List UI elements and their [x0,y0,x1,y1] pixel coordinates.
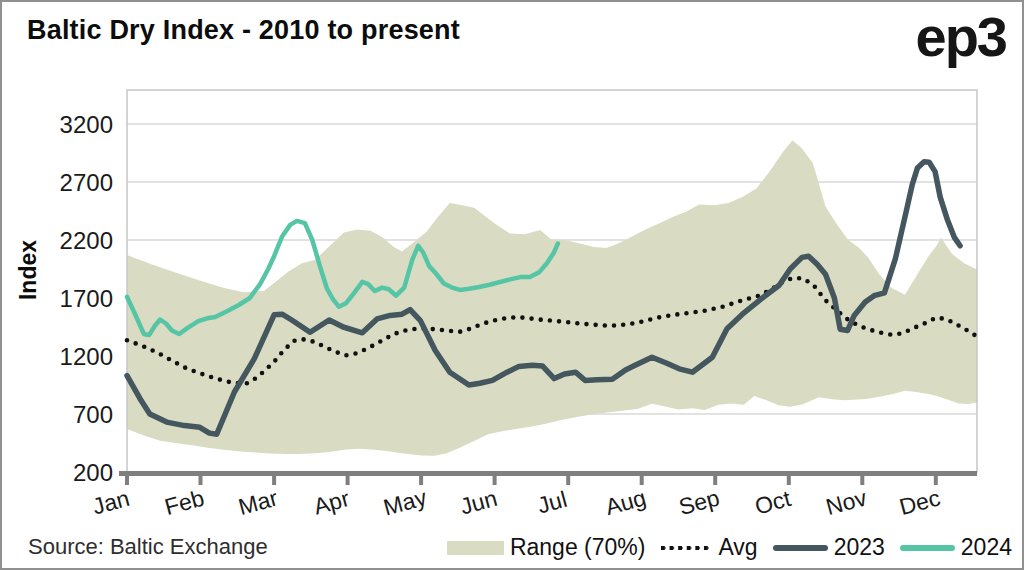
line-2023-swatch-icon [773,545,828,551]
svg-text:2700: 2700 [60,169,113,196]
legend-item-2024: 2024 [900,534,1012,561]
svg-text:1200: 1200 [60,343,113,370]
svg-text:Mar: Mar [236,485,281,520]
svg-text:700: 700 [73,401,113,428]
y-axis-title: Index [15,240,41,300]
svg-text:Sep: Sep [676,484,722,520]
svg-text:Nov: Nov [823,484,870,520]
legend-item-range: Range (70%) [447,534,646,561]
x-tick-labels: Jan Feb Mar Apr May Jun Jul Aug Sep Oct Nov Dec [90,484,943,520]
line-2024-swatch-icon [900,545,955,551]
legend-label: 2024 [961,534,1012,561]
y-tick-labels: 200 700 1200 1700 2200 2700 3200 [60,111,113,486]
x-axis [119,474,977,486]
legend-label: 2023 [834,534,885,561]
avg-dotted-line-icon [660,545,712,551]
svg-text:200: 200 [73,459,113,486]
svg-text:1700: 1700 [60,285,113,312]
legend-label: Range (70%) [510,534,646,561]
svg-text:3200: 3200 [60,111,113,138]
chart-canvas: 200 700 1200 1700 2200 2700 3200 Jan Feb Mar Apr Ma… [2,2,1024,570]
svg-text:May: May [381,484,430,520]
svg-text:Jun: Jun [457,485,500,520]
svg-text:Jan: Jan [90,485,133,520]
svg-text:Jul: Jul [535,486,570,519]
svg-text:2200: 2200 [60,227,113,254]
range-swatch-icon [447,541,504,555]
legend: Range (70%) Avg 2023 2024 [447,534,1012,561]
source-note: Source: Baltic Exchange [28,534,268,560]
range-band [127,140,977,456]
svg-text:Apr: Apr [311,485,353,519]
svg-text:Oct: Oct [752,485,794,520]
legend-item-avg: Avg [660,534,757,561]
chart-page: Baltic Dry Index - 2010 to present ep3 2… [0,0,1024,570]
svg-text:Aug: Aug [602,484,648,520]
legend-label: Avg [718,534,757,561]
svg-text:Feb: Feb [162,485,207,520]
legend-item-2023: 2023 [773,534,885,561]
svg-text:Dec: Dec [897,484,943,520]
